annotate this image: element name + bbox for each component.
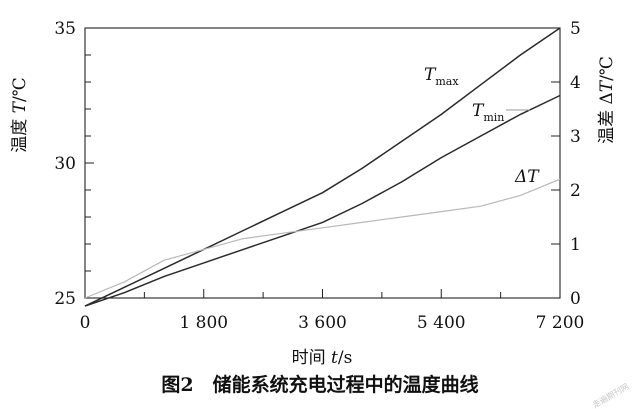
chart-caption: 图2 储能系统充电过程中的温度曲线 <box>161 373 478 396</box>
y-left-tick-label: 35 <box>54 19 76 39</box>
y-left-tick-label: 30 <box>54 154 76 174</box>
y-right-tick-label: 2 <box>570 181 581 201</box>
y-right-tick-label: 0 <box>570 289 581 309</box>
series-line-delta <box>84 178 561 299</box>
plot-frame <box>84 27 561 299</box>
series-layer <box>84 27 561 307</box>
x-tick-label: 7 200 <box>536 313 585 333</box>
x-tick-label: 3 600 <box>298 313 347 333</box>
y-right-tick-label: 5 <box>570 19 581 39</box>
y-right-tick-label: 3 <box>570 127 581 147</box>
y-right-tick-label: 4 <box>570 73 581 93</box>
series-line-min <box>84 94 561 307</box>
axes-layer <box>84 27 561 299</box>
series-line-max <box>84 27 561 307</box>
y-right-tick-label: 1 <box>570 235 581 255</box>
y-right-axis-title: 温差 ΔT/℃ <box>597 56 617 144</box>
series-label-delta: ΔT <box>514 167 540 187</box>
x-tick-label: 5 400 <box>417 313 466 333</box>
y-left-tick-label: 25 <box>54 289 76 309</box>
watermark-text: 走遍期刊网 <box>591 381 631 409</box>
x-tick-label: 0 <box>80 313 91 333</box>
series-label-min: Tmin <box>472 101 504 124</box>
y-left-axis-title: 温度 T/℃ <box>10 77 30 153</box>
series-label-max: Tmax <box>424 65 459 88</box>
x-tick-label: 1 800 <box>179 313 228 333</box>
x-axis-title: 时间 t/s <box>292 348 353 368</box>
label-layer: 0 1 800 3 600 5 400 7 200 25 30 35 0 1 2 3 4 5 Tmax Tmi… <box>10 19 617 368</box>
